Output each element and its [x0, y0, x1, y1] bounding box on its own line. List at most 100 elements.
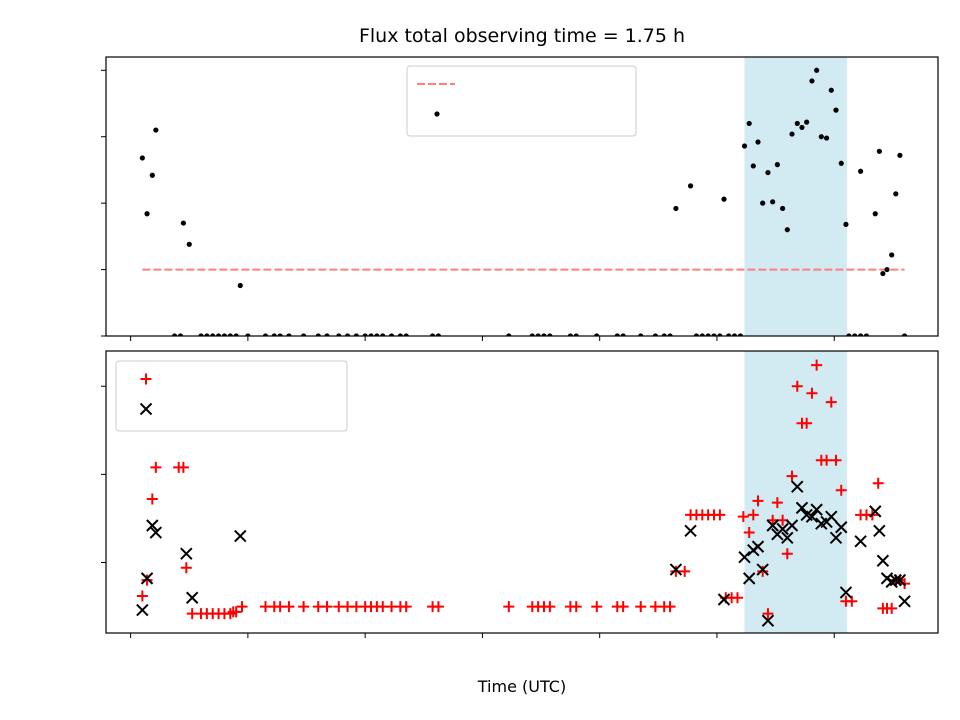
matched-stars-point: [617, 601, 629, 613]
measurements-point: [237, 282, 243, 289]
legend: [115, 360, 348, 432]
top-panel: [101, 56, 939, 341]
extra-point: [846, 333, 852, 336]
legend: [406, 65, 637, 137]
measurements-point: [872, 211, 878, 217]
extra-point: [324, 333, 330, 336]
extra-point: [177, 333, 184, 336]
matched-stars-point: [811, 359, 823, 371]
matched-stars-point: [825, 396, 837, 408]
matched-stars-point: [757, 565, 769, 577]
extra-point: [638, 333, 644, 336]
predicted-stars-point: [889, 573, 902, 587]
predicted-stars-point: [898, 595, 911, 608]
extra-point: [374, 333, 380, 336]
extra-point: [693, 333, 700, 336]
extra-point: [652, 333, 658, 336]
measurements-point: [153, 127, 159, 133]
predicted-stars-point: [785, 519, 799, 532]
predicted-stars-point: [810, 503, 823, 516]
predicted-stars-point: [180, 547, 193, 560]
extra-point: [315, 333, 321, 336]
predicted-stars-point: [873, 524, 886, 537]
predicted-stars-point: [805, 510, 819, 523]
series-layer: [136, 359, 911, 627]
plot-frame: [105, 350, 939, 634]
matched-stars-point: [570, 601, 582, 613]
extra-point: [858, 333, 864, 336]
legend-box: [115, 360, 348, 432]
predicted-stars-point: [869, 505, 882, 518]
matched-stars-point: [731, 592, 743, 604]
extra-point: [300, 333, 307, 336]
matched-stars-point: [298, 601, 310, 613]
predicted-stars-point: [669, 563, 683, 576]
extra-point: [594, 333, 600, 336]
matched-stars-point: [872, 477, 884, 489]
observing-span: [744, 57, 848, 336]
observing-span: [744, 351, 848, 633]
measurements-point: [828, 87, 834, 93]
matched-stars-point: [321, 601, 333, 613]
extra-point: [336, 333, 342, 336]
matched-stars-point: [791, 380, 803, 392]
extra-point: [388, 333, 395, 336]
predicted-stars-point: [854, 535, 867, 548]
predicted-stars-point: [738, 551, 751, 564]
measurements-point: [884, 266, 890, 273]
measurements-point: [789, 131, 795, 137]
predicted-stars-point: [835, 521, 848, 534]
measurements-point: [149, 172, 155, 178]
predicted-stars-point: [136, 603, 149, 617]
matched-stars-point: [283, 601, 295, 613]
measurements-point: [804, 119, 810, 125]
predicted-stars-point: [149, 526, 163, 539]
measurements-point: [721, 196, 727, 202]
measurements-point: [823, 135, 830, 141]
extra-point: [620, 333, 626, 336]
extra-point: [435, 333, 442, 336]
measurements-point: [770, 199, 776, 205]
measurements-point: [833, 107, 839, 113]
extra-point: [227, 333, 233, 336]
extra-point: [863, 333, 870, 336]
matched-stars-point: [150, 461, 162, 473]
predicted-stars-point: [876, 554, 890, 567]
matched-stars-point: [835, 484, 847, 496]
matched-stars-point: [781, 548, 793, 560]
measurements-point: [755, 139, 761, 145]
extra-point: [547, 333, 553, 336]
measurements-point: [843, 221, 849, 227]
chart-title: Flux total observing time = 1.75 h: [359, 25, 685, 47]
extra-point: [567, 333, 573, 336]
measurements-point: [687, 183, 694, 189]
matched-stars-point: [136, 590, 148, 602]
measurements-point: [897, 152, 903, 158]
extra-point: [731, 333, 738, 336]
predicted-stars-point: [751, 540, 765, 553]
matched-stars-point: [503, 601, 515, 613]
extra-point: [705, 333, 711, 336]
predicted-stars-point: [791, 480, 804, 493]
extra-point: [210, 333, 216, 336]
measurements-point: [780, 205, 786, 212]
extra-point: [614, 333, 620, 336]
matched-stars-point: [230, 606, 242, 618]
extra-point: [699, 333, 705, 336]
matched-stars-point: [177, 461, 189, 473]
measurements-point: [809, 78, 815, 84]
series-layer: [139, 67, 908, 336]
measurements-point: [876, 148, 882, 154]
matched-stars-point: [544, 601, 556, 613]
extra-point: [429, 333, 436, 336]
matched-stars-point: [886, 602, 898, 614]
extra-point: [172, 333, 178, 336]
extra-point: [353, 333, 359, 336]
measurements-point: [139, 155, 145, 161]
measurements-point: [784, 227, 790, 233]
matched-stars-point: [846, 595, 858, 607]
extra-point: [711, 333, 717, 336]
measurements-point: [889, 252, 895, 258]
extra-point: [198, 333, 204, 336]
